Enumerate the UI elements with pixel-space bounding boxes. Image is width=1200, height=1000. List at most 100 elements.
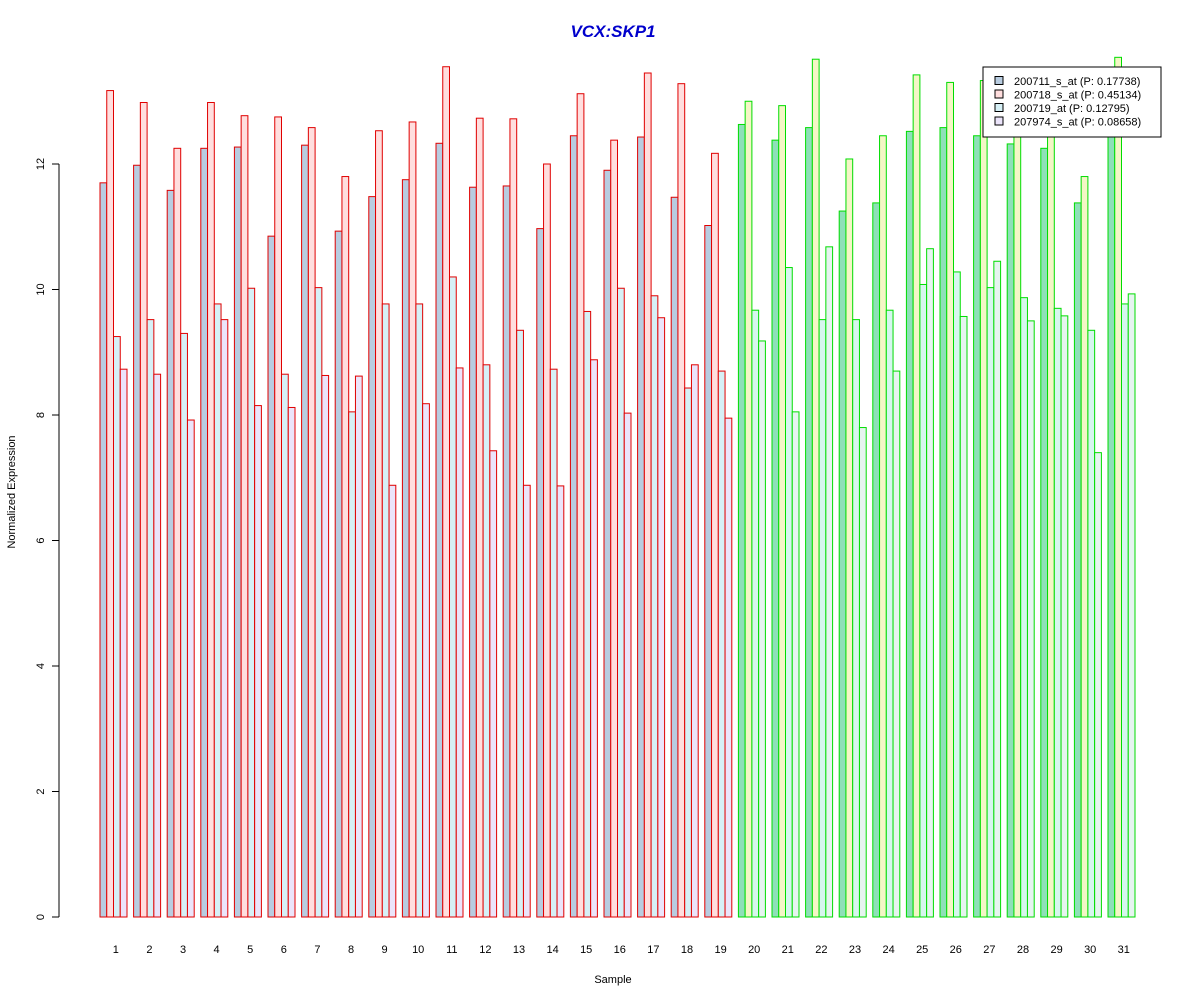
x-tick-label: 7: [314, 944, 320, 956]
bar: [556, 485, 565, 918]
x-tick-label: 18: [681, 944, 693, 956]
x-tick-label: 1: [113, 944, 119, 956]
x-tick-label: 10: [412, 944, 424, 956]
bar: [1026, 320, 1035, 918]
x-tick-label: 26: [950, 944, 962, 956]
bar: [334, 230, 343, 918]
y-axis: 0 2 4 6 8 10 12: [35, 158, 60, 920]
bar: [139, 102, 148, 918]
bar: [852, 319, 860, 918]
bar: [401, 179, 410, 918]
bar: [724, 417, 733, 918]
bar: [993, 260, 1002, 918]
bar: [926, 248, 934, 918]
y-axis-label: Normalized Expression: [6, 435, 18, 548]
x-tick-label: 31: [1118, 944, 1130, 956]
bar: [677, 83, 686, 918]
bar: [805, 127, 813, 918]
bar: [1020, 297, 1028, 918]
x-axis-label: Sample: [594, 974, 631, 986]
x-tick-label: 17: [647, 944, 659, 956]
bar: [751, 309, 760, 918]
bar: [220, 319, 229, 918]
bar: [408, 121, 417, 918]
bar: [1053, 307, 1062, 918]
bar: [267, 235, 276, 918]
bar: [502, 185, 511, 918]
legend-swatch: [994, 76, 1004, 85]
legend-swatch: [994, 116, 1004, 126]
bar: [240, 115, 249, 918]
bar: [1073, 202, 1082, 918]
bar: [281, 373, 289, 918]
y-tick-label: 12: [35, 158, 47, 170]
bar: [771, 139, 780, 918]
bar: [422, 403, 430, 918]
legend-swatch: [994, 103, 1004, 112]
x-tick-label: 19: [714, 944, 726, 956]
x-tick-label: 29: [1050, 944, 1062, 956]
bar: [354, 375, 363, 918]
x-tick-label: 28: [1017, 944, 1029, 956]
bar: [892, 370, 901, 918]
bar: [670, 196, 679, 918]
x-tick-label: 13: [513, 944, 525, 956]
bar: [838, 210, 847, 918]
bar: [489, 450, 498, 918]
bar: [637, 136, 645, 918]
bar: [166, 189, 175, 918]
y-tick-label: 2: [35, 788, 47, 794]
bar: [650, 295, 659, 918]
x-tick-label: 4: [214, 944, 220, 956]
bar: [959, 315, 968, 918]
bar: [549, 368, 558, 918]
x-tick-label: 16: [614, 944, 626, 956]
x-tick-label: 15: [580, 944, 592, 956]
bar: [643, 72, 652, 918]
bar: [811, 58, 820, 918]
bar: [939, 127, 948, 918]
x-tick-label: 12: [479, 944, 491, 956]
bar: [375, 130, 383, 918]
bar: [657, 317, 666, 918]
bar: [482, 364, 491, 918]
bar: [1087, 329, 1096, 918]
bar: [583, 310, 592, 918]
bar: [536, 228, 545, 918]
bar: [435, 142, 444, 918]
x-tick-label: 21: [782, 944, 794, 956]
legend-label: 207974_s_at (P: 0.08658): [1014, 117, 1141, 129]
bar: [1114, 56, 1122, 918]
bar: [381, 303, 390, 918]
bar: [590, 359, 598, 918]
x-tick-label: 3: [180, 944, 186, 956]
legend-box: [982, 66, 1162, 138]
bar: [778, 105, 786, 918]
bar: [106, 90, 114, 918]
x-tick-label: 23: [849, 944, 861, 956]
bar: [758, 340, 766, 918]
bar: [704, 225, 713, 918]
bar: [442, 66, 450, 918]
bar: [1060, 315, 1069, 918]
bar: [1006, 143, 1015, 918]
bar: [711, 152, 719, 918]
bar: [99, 182, 108, 918]
bar: [274, 116, 282, 918]
x-tick-label: 14: [546, 944, 558, 956]
bar: [919, 283, 928, 918]
bar: [953, 271, 961, 918]
bar: [200, 147, 209, 918]
bar: [247, 287, 256, 918]
bar: [684, 387, 692, 918]
bar: [415, 303, 424, 918]
x-tick-label: 11: [446, 944, 457, 956]
x-tick-label: 24: [882, 944, 894, 956]
x-tick-label: 8: [348, 944, 354, 956]
bar: [905, 130, 914, 918]
bar: [119, 368, 128, 918]
bar: [469, 186, 477, 918]
bar: [516, 329, 524, 918]
bar: [717, 370, 726, 918]
